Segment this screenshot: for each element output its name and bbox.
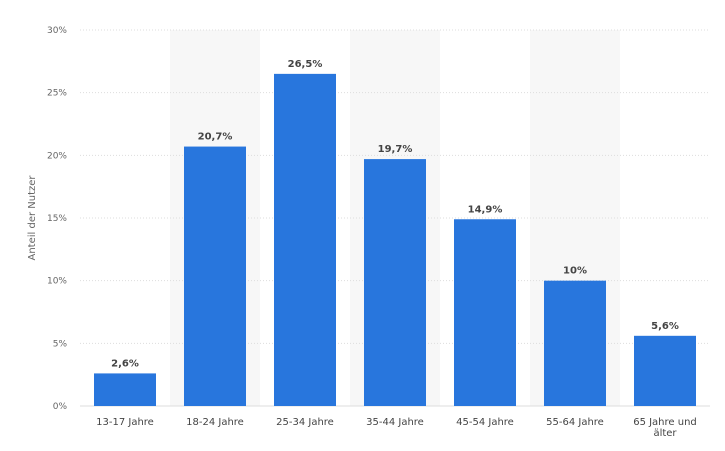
value-label: 19,7% <box>378 144 413 155</box>
value-label: 20,7% <box>198 132 233 143</box>
bar <box>94 373 156 406</box>
value-labels: 2,6% 20,7% 26,5% 19,7% 14,9% 10% 5,6% <box>111 59 679 370</box>
y-axis-ticks: 0% 5% 10% 15% 20% 25% 30% <box>47 26 67 412</box>
value-label: 26,5% <box>288 59 323 70</box>
y-tick-label: 20% <box>47 151 67 161</box>
bars <box>94 73 696 406</box>
x-tick-label: 45-54 Jahre <box>456 417 514 428</box>
y-tick-label: 0% <box>53 402 68 412</box>
bar <box>544 280 606 406</box>
x-tick-label: 65 Jahre und älter <box>633 417 697 439</box>
value-label: 2,6% <box>111 358 139 369</box>
y-tick-label: 5% <box>53 339 68 349</box>
x-tick-label: 13-17 Jahre <box>96 417 154 428</box>
x-tick-label: 35-44 Jahre <box>366 417 424 428</box>
value-label: 5,6% <box>651 321 679 332</box>
x-tick-label: 55-64 Jahre <box>546 417 604 428</box>
value-label: 10% <box>563 266 587 277</box>
bar <box>634 335 696 406</box>
bar <box>184 146 246 406</box>
bar <box>364 159 426 406</box>
x-axis-ticks: 13-17 Jahre 18-24 Jahre 25-34 Jahre 35-44 J… <box>96 417 697 439</box>
x-tick-label: 18-24 Jahre <box>186 417 244 428</box>
y-tick-label: 30% <box>47 26 67 36</box>
y-axis-label: Anteil der Nutzer <box>27 175 38 261</box>
y-tick-label: 25% <box>47 89 67 99</box>
value-label: 14,9% <box>468 204 503 215</box>
y-tick-label: 10% <box>47 277 67 287</box>
x-tick-label: 25-34 Jahre <box>276 417 334 428</box>
bar <box>274 73 336 406</box>
bar <box>454 219 516 406</box>
y-tick-label: 15% <box>47 214 67 224</box>
